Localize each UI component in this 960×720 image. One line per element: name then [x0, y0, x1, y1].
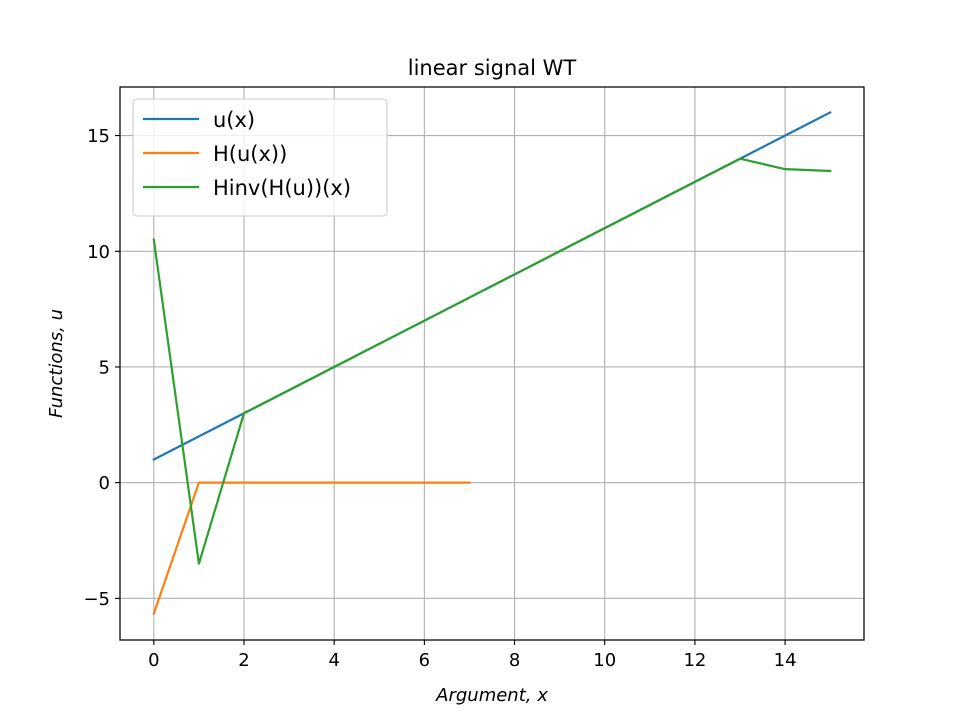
legend-label-0: u(x) — [213, 108, 255, 132]
y-axis-label: Functions, u — [46, 309, 67, 418]
x-tick-label: 10 — [593, 650, 616, 671]
legend-label-2: Hinv(H(u))(x) — [213, 176, 351, 200]
series-line-2 — [152, 157, 832, 565]
y-tick-label: 10 — [87, 242, 110, 263]
series-line-1 — [152, 481, 471, 616]
legend: u(x) H(u(x)) Hinv(H(u))(x) — [132, 98, 388, 217]
y-tick-label: 15 — [87, 126, 110, 147]
x-axis-label: Argument, x — [435, 685, 548, 706]
x-tick-label: 8 — [509, 650, 520, 671]
x-tick-label: 6 — [419, 650, 430, 671]
y-tick-label: −5 — [83, 589, 110, 610]
plot-series — [152, 110, 832, 616]
y-tick-label: 5 — [99, 357, 110, 378]
x-tick-label: 2 — [238, 650, 249, 671]
axes-frame — [119, 86, 865, 641]
y-tick-label: 0 — [99, 473, 110, 494]
legend-label-1: H(u(x)) — [213, 142, 287, 166]
axis-ticks: 0 2 4 6 8 10 12 14 −5 0 5 10 15 — [83, 126, 796, 671]
x-tick-label: 12 — [683, 650, 706, 671]
x-tick-label: 4 — [328, 650, 339, 671]
x-tick-label: 14 — [774, 650, 797, 671]
x-tick-label: 0 — [148, 650, 159, 671]
chart-title: linear signal WT — [408, 56, 577, 80]
